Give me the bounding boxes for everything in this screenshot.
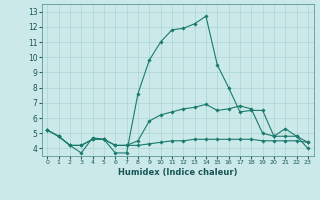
X-axis label: Humidex (Indice chaleur): Humidex (Indice chaleur) (118, 168, 237, 177)
